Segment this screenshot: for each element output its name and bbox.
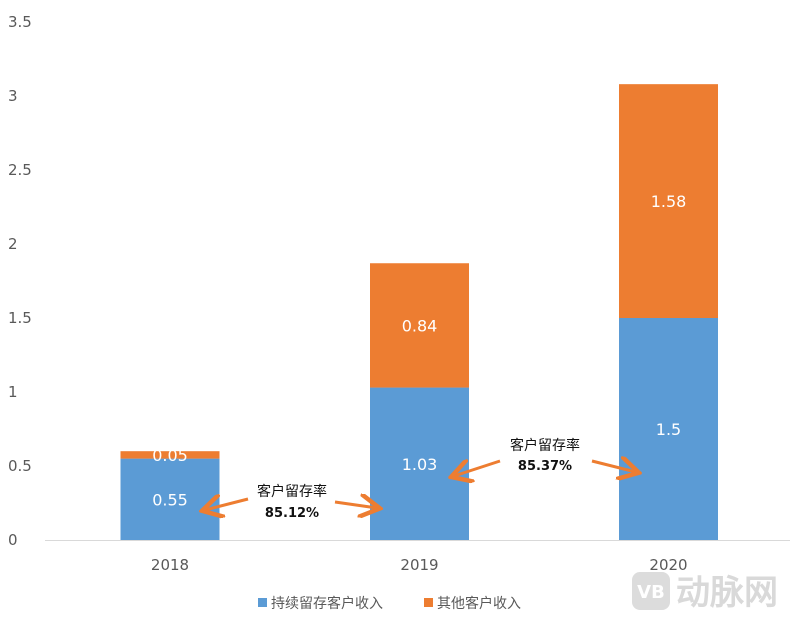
watermark-logo-icon: [632, 572, 670, 610]
arrow-annotation: [205, 499, 249, 510]
legend-swatch: [258, 598, 267, 607]
annotation-title: 客户留存率: [510, 437, 580, 454]
data-label: 0.05: [152, 446, 188, 465]
y-tick-label: 3: [8, 87, 18, 105]
watermark-text: 动脉网: [676, 573, 778, 613]
y-tick-label: 2.5: [8, 161, 32, 179]
arrow-annotation: [334, 502, 377, 508]
y-tick-label: 0: [8, 531, 18, 549]
x-tick-label: 2019: [400, 556, 438, 574]
y-tick-label: 1.5: [8, 309, 32, 327]
y-tick-label: 2: [8, 235, 18, 253]
data-label: 1.03: [402, 455, 438, 474]
watermark-logo-text: VB: [637, 582, 665, 603]
bar-retained-2020: [619, 318, 718, 540]
data-label: 0.55: [152, 490, 188, 509]
bar-other-2018: [120, 451, 220, 459]
data-label: 0.84: [402, 316, 438, 335]
legend-label: 持续留存客户收入: [271, 595, 383, 612]
bar-other-2020: [619, 84, 718, 318]
annotation-value: 85.37%: [518, 459, 572, 474]
y-tick-label: 1: [8, 383, 18, 401]
y-tick-label: 0.5: [8, 457, 32, 475]
data-label: 1.5: [656, 420, 681, 439]
arrow-annotation: [454, 461, 501, 476]
annotation-title: 客户留存率: [257, 483, 327, 500]
data-label: 1.58: [651, 192, 687, 211]
legend-label: 其他客户收入: [437, 595, 521, 612]
bar-other-2019: [370, 263, 469, 388]
y-tick-label: 3.5: [8, 13, 32, 31]
annotation-value: 85.12%: [265, 506, 319, 521]
arrow-annotation: [591, 461, 636, 472]
x-tick-label: 2018: [151, 556, 189, 574]
legend-swatch: [424, 598, 433, 607]
x-tick-label: 2020: [649, 556, 687, 574]
